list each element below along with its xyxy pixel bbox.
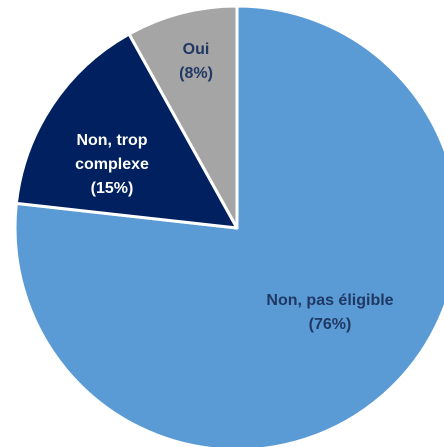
pie-slice bbox=[127, 4, 239, 230]
pie-slice bbox=[14, 32, 239, 230]
slice-label: Oui (8%) bbox=[166, 38, 226, 86]
value-label: (8%) bbox=[179, 65, 213, 82]
slice-label: Non, trop complexe (15%) bbox=[52, 129, 172, 201]
category-label: Oui bbox=[182, 41, 210, 58]
value-label: (76%) bbox=[308, 316, 352, 333]
category-label: Non, pas éligible bbox=[266, 292, 394, 309]
slice-label: Non, pas éligible (76%) bbox=[255, 289, 405, 337]
category-label: Non, trop complexe bbox=[75, 132, 149, 173]
value-label: (15%) bbox=[90, 180, 134, 197]
pie-slice bbox=[13, 4, 444, 447]
